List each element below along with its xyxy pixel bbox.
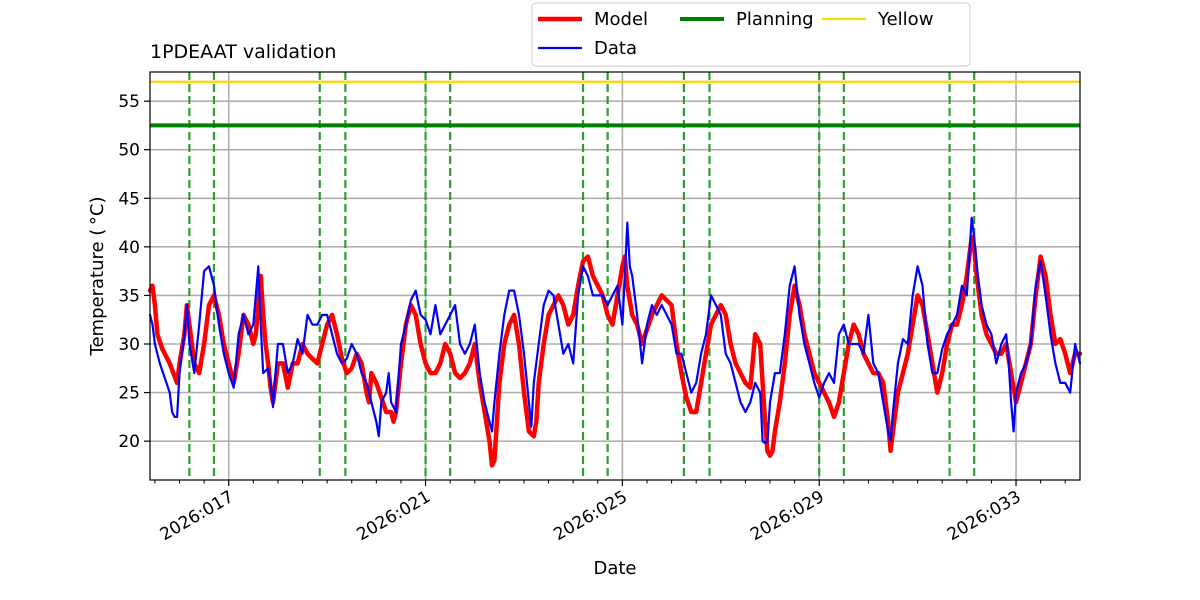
legend-label-yellow: Yellow: [877, 9, 933, 30]
y-tick-label: 25: [118, 384, 140, 404]
chart-title: 1PDEAAT validation: [150, 41, 336, 63]
data-series-line: [148, 216, 1082, 445]
legend: Model Data Planning Yellow: [531, 2, 971, 67]
y-tick-label: 30: [118, 335, 140, 355]
limit-lines: [150, 80, 1080, 128]
model-series-line: [147, 234, 1083, 468]
y-tick-label: 35: [118, 286, 140, 306]
legend-label-model: Model: [594, 9, 648, 30]
x-axis-label: Date: [593, 558, 636, 579]
y-axis: 20 25 30 35 40 45 50 55: [118, 92, 150, 452]
legend-label-data: Data: [594, 38, 637, 59]
vertical-markers: [188, 72, 976, 480]
y-tick-label: 20: [118, 432, 140, 452]
y-tick-label: 50: [118, 141, 140, 161]
legend-label-planning: Planning: [736, 9, 814, 30]
y-tick-label: 40: [118, 238, 140, 258]
series-lines: [147, 216, 1083, 468]
y-tick-label: 55: [118, 92, 140, 112]
y-tick-label: 45: [118, 189, 140, 209]
plot-frame: [149, 71, 1081, 481]
y-axis-label: Temperature ( °C): [87, 197, 108, 357]
